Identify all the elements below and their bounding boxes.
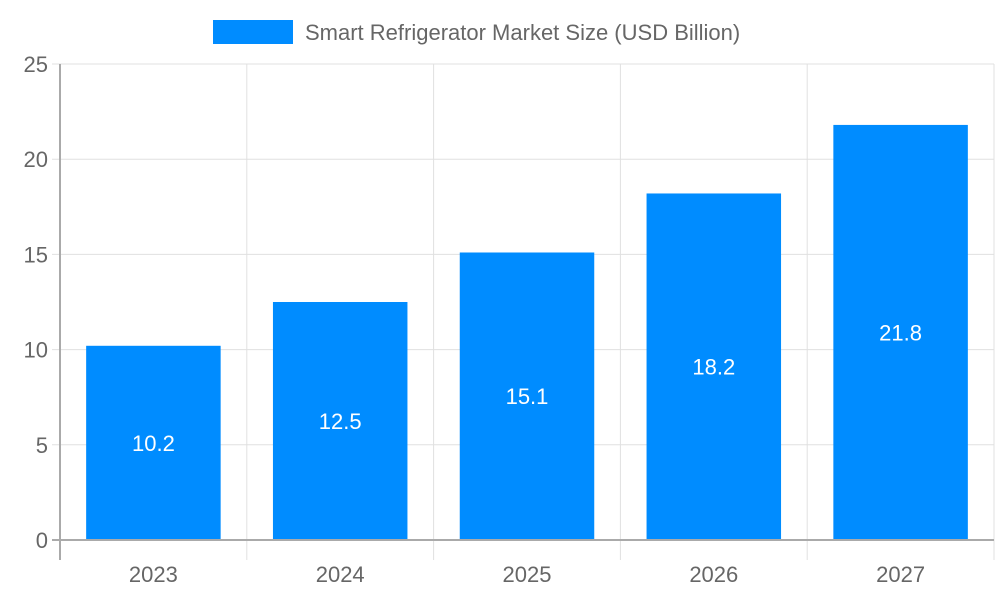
y-tick-label: 0 — [36, 528, 48, 553]
bar-2025 — [459, 252, 595, 540]
x-tick-label: 2024 — [316, 562, 365, 587]
bars: 10.2 12.5 15.1 18.2 21.8 — [86, 124, 968, 541]
data-label: 10.2 — [132, 431, 175, 456]
bar-2023 — [86, 345, 221, 540]
data-label: 18.2 — [692, 355, 735, 380]
legend-swatch — [213, 20, 293, 44]
x-tick-label: 2023 — [129, 562, 178, 587]
y-tick-label: 25 — [24, 52, 48, 77]
x-tick-label: 2026 — [689, 562, 738, 587]
data-label: 21.8 — [879, 320, 922, 345]
x-tick-label: 2025 — [503, 562, 552, 587]
bar-2024 — [272, 302, 408, 540]
x-tick-label: 2027 — [876, 562, 925, 587]
legend-label: Smart Refrigerator Market Size (USD Bill… — [305, 20, 740, 45]
data-label: 12.5 — [319, 409, 362, 434]
y-tick-label: 10 — [24, 338, 48, 363]
data-label: 15.1 — [506, 384, 549, 409]
y-tick-label: 20 — [24, 147, 48, 172]
legend[interactable]: Smart Refrigerator Market Size (USD Bill… — [213, 20, 740, 45]
bar-2027 — [833, 124, 968, 540]
bar-2026 — [646, 193, 782, 541]
y-tick-label: 15 — [24, 242, 48, 267]
y-tick-label: 5 — [36, 433, 48, 458]
